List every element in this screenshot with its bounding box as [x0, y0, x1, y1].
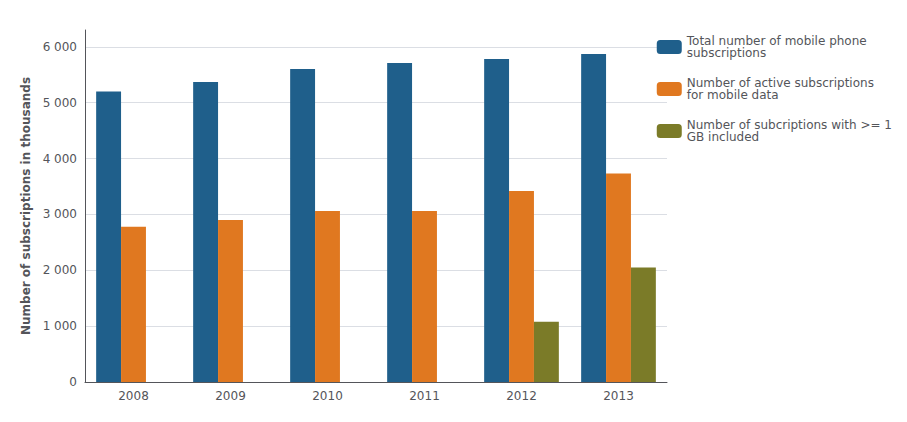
svg-text:2011: 2011 — [409, 389, 440, 403]
svg-text:Number of subcriptions with >=: Number of subcriptions with >= 1 — [686, 118, 892, 132]
svg-text:2013: 2013 — [603, 389, 634, 403]
svg-text:2008: 2008 — [118, 389, 149, 403]
svg-text:2010: 2010 — [312, 389, 343, 403]
svg-text:subscriptions: subscriptions — [687, 46, 766, 60]
svg-text:2 000: 2 000 — [43, 263, 77, 277]
svg-text:Total number of mobile phone: Total number of mobile phone — [686, 34, 867, 48]
svg-text:Number of subscriptions in tho: Number of subscriptions in thousands — [19, 77, 33, 335]
svg-text:6 000: 6 000 — [43, 40, 77, 54]
svg-text:3 000: 3 000 — [43, 207, 77, 221]
svg-text:GB included: GB included — [687, 130, 759, 144]
svg-text:0: 0 — [69, 375, 77, 389]
svg-text:2009: 2009 — [215, 389, 246, 403]
svg-text:1 000: 1 000 — [43, 319, 77, 333]
svg-text:2012: 2012 — [506, 389, 537, 403]
svg-text:for mobile data: for mobile data — [687, 88, 779, 102]
svg-text:Number of active subscriptions: Number of active subscriptions — [686, 76, 874, 90]
svg-text:4 000: 4 000 — [43, 152, 77, 166]
svg-text:5 000: 5 000 — [43, 96, 77, 110]
